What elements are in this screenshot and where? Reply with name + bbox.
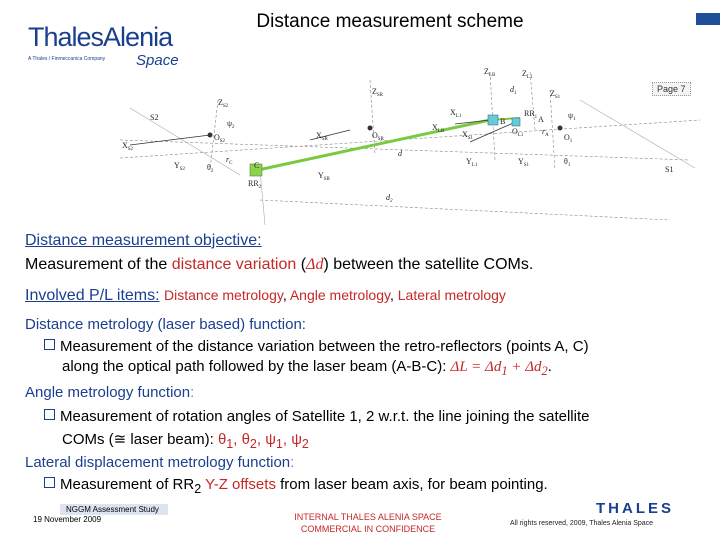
x-s1-arrow [469,119,521,143]
angle-metrology-heading: Angle metrology function: [25,384,195,401]
label-s1: S1 [665,165,673,174]
bullet-icon [44,409,55,420]
label-y-s2: YS2 [174,161,186,172]
z-l1-axis [529,71,536,131]
label-psi2: ψ2 [227,119,235,130]
point-o-sr [367,125,373,131]
point-o-s2 [207,132,213,138]
distance-measurement-diagram: S2 S1 ZS2 ψ2 OS2 XS2 YS2 θ2 rC C RR2 YSR… [119,67,701,226]
page-number-label: Page 7 [652,82,691,96]
distance-metrology-heading: Distance metrology (laser based) functio… [25,316,306,333]
label-b: B [500,117,505,126]
footer-confidentiality: INTERNAL THALES ALENIA SPACE COMMERCIAL I… [294,512,442,534]
corner-mark [696,13,720,25]
label-c: C [254,161,259,170]
z-s1-axis [549,89,556,171]
x-s2-arrow [129,134,211,146]
label-theta2: θ2 [207,163,214,174]
ld-bullet-line: Measurement of RR2 Y-Z offsets from lase… [44,476,548,496]
label-y-sr: YSR [318,171,331,182]
objective-line: Measurement of the distance variation (Δ… [25,256,534,273]
label-psi1: ψ1 [568,111,576,122]
footer-copyright: All rights reserved, 2009, Thales Alenia… [510,520,654,527]
y-sr-axis [259,169,266,226]
x-axis-line [119,139,691,161]
thales-logo: THALES [596,500,674,517]
label-x-lb: XLB [432,123,445,134]
label-d: d [398,149,403,158]
label-o1: O1 [564,133,573,144]
am-bullet-line-1: Measurement of rotation angles of Satell… [44,408,589,425]
involved-items-line: Involved P/L items: Distance metrology, … [25,287,506,304]
label-z-sr: ZSR [372,87,384,98]
label-x-l1: XL1 [450,108,462,119]
label-a: A [538,115,544,124]
label-ra: rA [542,127,549,138]
retro-reflector-b [487,114,499,126]
footer-study-name: NGGM Assessment Study [60,504,168,515]
am-bullet-line-2: COMs (≅ laser beam): θ1, θ2, ψ1, ψ2 [62,431,309,451]
label-d2: d2 [386,193,393,204]
z-sr-axis [369,79,376,156]
bullet-icon [44,477,55,488]
label-x-sr: XSR [316,131,329,142]
dm-bullet-line-1: Measurement of the distance variation be… [44,338,589,355]
label-s2: S2 [150,113,158,122]
label-o-l1: OL1 [512,127,524,138]
label-d1: d1 [510,85,517,96]
logo-space: Space [136,52,179,69]
label-rr1: RR1 [524,109,538,120]
label-rr2: RR2 [248,179,262,190]
objective-heading: Distance measurement objective: [25,232,262,249]
footer-date: 19 November 2009 [33,515,102,524]
label-y-s1: YS1 [518,157,530,168]
label-o-sr: OSR [372,131,385,142]
x-lb-arrow [454,119,491,125]
label-z-s2: ZS2 [218,98,229,109]
label-o-s2: OS2 [214,133,226,144]
label-x-s2: XS2 [122,141,134,152]
label-z-lb: ZLB [484,67,496,78]
z-s2-axis [209,99,219,171]
label-x-s1: XS1 [462,130,474,141]
label-y-l1: YL1 [466,157,478,168]
s1-outline [579,99,696,169]
laser-beam-path [257,118,491,172]
bullet-icon [44,339,55,350]
d2-line [259,199,671,221]
lateral-metrology-heading: Lateral displacement metrology function: [25,454,295,471]
label-z-s1: ZS1 [550,89,561,100]
dm-bullet-line-2: along the optical path followed by the l… [62,358,552,378]
page-title: Distance measurement scheme [256,11,524,32]
label-theta1: θ1 [564,157,571,168]
retro-reflector-rr1 [511,117,521,127]
retro-reflector-rr2 [249,163,263,177]
label-rc: rC [226,155,233,166]
logo-tagline: A Thales / Finmeccanica Company [28,56,106,62]
s2-outline [129,107,241,176]
label-z-l1: ZL1 [522,69,533,80]
logo-brand: ThalesAlenia [28,22,173,52]
point-o1 [557,125,563,131]
x-sr-arrow [309,129,351,141]
com-line [119,119,701,159]
